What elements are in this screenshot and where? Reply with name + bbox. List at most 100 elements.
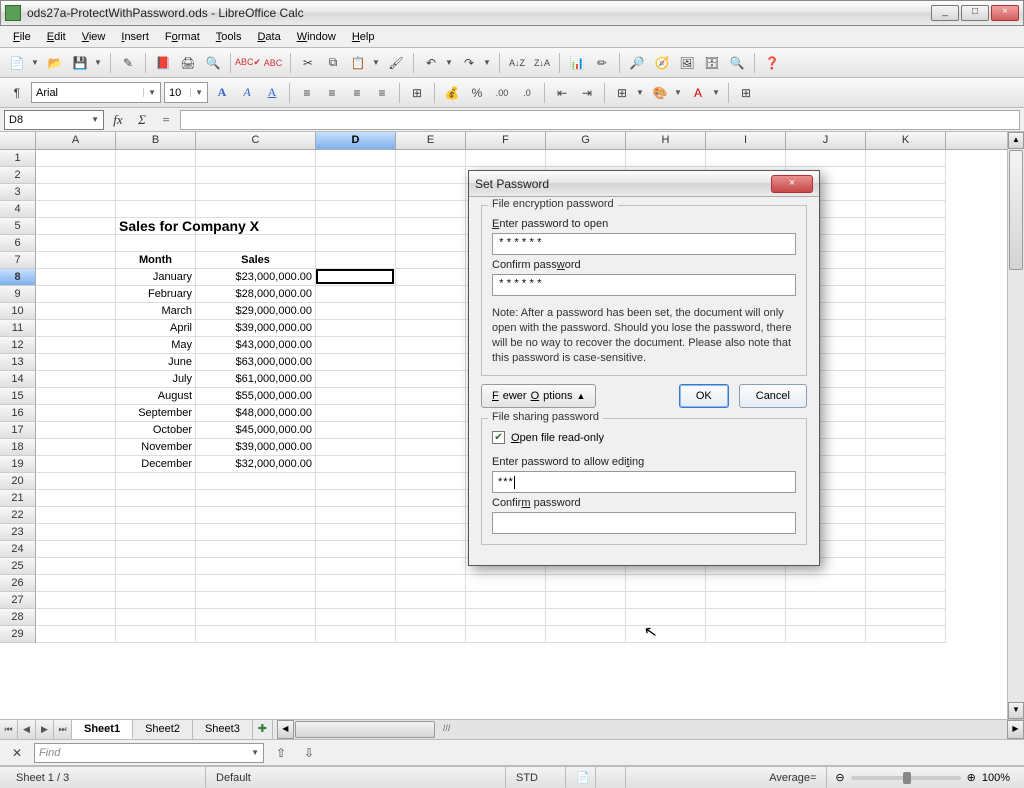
dialog-titlebar[interactable]: Set Password × [469, 171, 819, 197]
cell[interactable] [316, 150, 396, 167]
cell[interactable] [36, 507, 116, 524]
row-header[interactable]: 11 [0, 320, 36, 337]
cell[interactable] [546, 575, 626, 592]
cell[interactable] [196, 235, 316, 252]
cell[interactable] [36, 320, 116, 337]
cell[interactable] [36, 575, 116, 592]
zoom-icon[interactable]: 🔍 [726, 52, 748, 74]
help-icon[interactable]: ❓ [761, 52, 783, 74]
cell[interactable] [316, 235, 396, 252]
cell[interactable] [466, 609, 546, 626]
cell[interactable] [546, 626, 626, 643]
cell[interactable] [396, 184, 466, 201]
cell[interactable] [316, 320, 396, 337]
cell[interactable] [196, 184, 316, 201]
cell[interactable] [786, 609, 866, 626]
cell[interactable] [316, 592, 396, 609]
cell[interactable] [316, 439, 396, 456]
cell[interactable] [36, 235, 116, 252]
cell[interactable] [866, 558, 946, 575]
cell[interactable] [396, 456, 466, 473]
cell[interactable] [316, 354, 396, 371]
cell[interactable] [396, 286, 466, 303]
cell[interactable] [116, 201, 196, 218]
copy-icon[interactable]: ⧉ [322, 52, 344, 74]
cell[interactable] [866, 150, 946, 167]
cell[interactable] [396, 575, 466, 592]
cell[interactable] [396, 439, 466, 456]
cell[interactable] [36, 354, 116, 371]
cell[interactable] [546, 592, 626, 609]
cell[interactable] [626, 609, 706, 626]
navigator-icon[interactable]: 🧭 [651, 52, 673, 74]
cell[interactable] [466, 150, 546, 167]
align-justify-icon[interactable]: ≡ [371, 82, 393, 104]
cell[interactable] [196, 558, 316, 575]
cell[interactable] [866, 507, 946, 524]
maximize-button[interactable]: □ [961, 5, 989, 21]
cell[interactable] [116, 150, 196, 167]
paste-icon[interactable]: 📋 [347, 52, 369, 74]
cell[interactable] [396, 507, 466, 524]
row-header[interactable]: 16 [0, 405, 36, 422]
cell[interactable] [316, 286, 396, 303]
cell[interactable] [866, 439, 946, 456]
cell[interactable] [196, 592, 316, 609]
cell[interactable] [116, 167, 196, 184]
row-header[interactable]: 20 [0, 473, 36, 490]
minimize-button[interactable]: _ [931, 5, 959, 21]
sum-icon[interactable]: Σ [132, 110, 152, 130]
cell[interactable] [316, 303, 396, 320]
row-header[interactable]: 24 [0, 541, 36, 558]
row-header[interactable]: 25 [0, 558, 36, 575]
cell[interactable] [36, 626, 116, 643]
row-header[interactable]: 23 [0, 524, 36, 541]
cell[interactable] [626, 575, 706, 592]
underline-icon[interactable]: A [261, 82, 283, 104]
fewer-options-button[interactable]: Fewer Options ▲ [481, 384, 596, 408]
cell[interactable] [626, 626, 706, 643]
cell[interactable] [316, 626, 396, 643]
cell[interactable] [706, 150, 786, 167]
cell[interactable] [36, 524, 116, 541]
cell[interactable]: $63,000,000.00 [196, 354, 316, 371]
spellcheck-icon[interactable]: ABC✔ [237, 52, 259, 74]
cell[interactable] [866, 320, 946, 337]
cell[interactable] [866, 371, 946, 388]
cell[interactable] [36, 167, 116, 184]
row-header[interactable]: 14 [0, 371, 36, 388]
row-header[interactable]: 17 [0, 422, 36, 439]
dialog-close-button[interactable]: × [771, 175, 813, 193]
cell[interactable] [786, 575, 866, 592]
row-header[interactable]: 7 [0, 252, 36, 269]
cell[interactable] [36, 456, 116, 473]
zoom-level[interactable]: 100% [982, 772, 1010, 784]
export-pdf-icon[interactable]: 📕 [152, 52, 174, 74]
cell[interactable] [866, 252, 946, 269]
cell[interactable] [396, 252, 466, 269]
cell[interactable] [36, 609, 116, 626]
gridlines-icon[interactable]: ⊞ [735, 82, 757, 104]
cell[interactable] [196, 575, 316, 592]
add-sheet-icon[interactable]: ✚ [253, 720, 273, 739]
cell[interactable] [396, 201, 466, 218]
align-left-icon[interactable]: ≡ [296, 82, 318, 104]
zoom-in-icon[interactable]: ⊕ [967, 771, 976, 784]
row-header[interactable]: 5 [0, 218, 36, 235]
select-all-corner[interactable] [0, 132, 36, 149]
cell[interactable]: October [116, 422, 196, 439]
cell[interactable] [706, 609, 786, 626]
row-header[interactable]: 10 [0, 303, 36, 320]
cell[interactable]: $45,000,000.00 [196, 422, 316, 439]
cell[interactable] [116, 184, 196, 201]
cell[interactable]: June [116, 354, 196, 371]
cell[interactable] [866, 422, 946, 439]
cell[interactable] [316, 337, 396, 354]
cell[interactable] [866, 575, 946, 592]
cell[interactable] [316, 388, 396, 405]
cell[interactable] [36, 558, 116, 575]
zoom-slider[interactable] [851, 776, 961, 780]
cell[interactable] [866, 388, 946, 405]
cell[interactable]: $39,000,000.00 [196, 320, 316, 337]
cell[interactable] [36, 150, 116, 167]
